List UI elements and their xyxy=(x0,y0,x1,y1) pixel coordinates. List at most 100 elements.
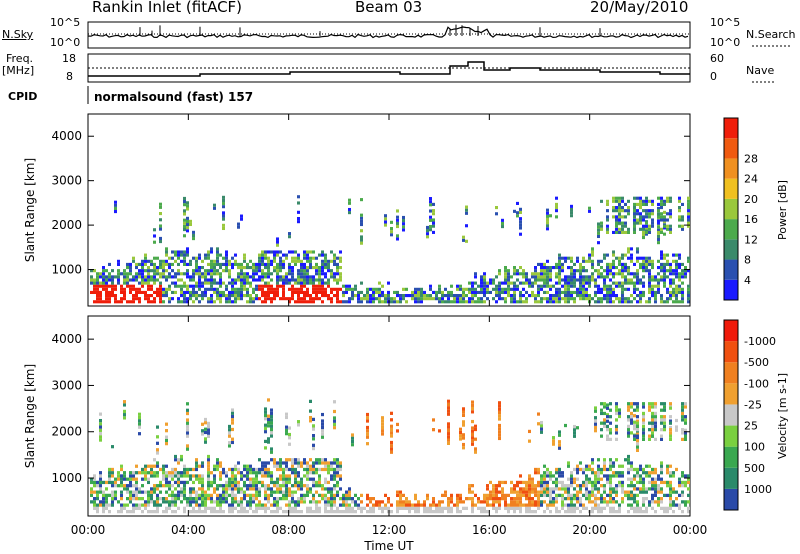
power-cell xyxy=(225,256,228,260)
power-cell xyxy=(330,287,333,291)
power-cell xyxy=(360,213,363,217)
velocity-cell xyxy=(276,467,279,472)
power-cell xyxy=(144,269,147,273)
power-cell xyxy=(390,233,393,237)
velocity-cell xyxy=(279,464,282,468)
velocity-cell xyxy=(642,402,645,406)
velocity-cell xyxy=(612,461,615,465)
velocity-cell xyxy=(336,474,339,478)
power-cell xyxy=(549,214,552,218)
velocity-cell xyxy=(183,471,186,475)
velocity-cell xyxy=(345,497,348,501)
power-cell xyxy=(273,253,276,257)
velocity-cell xyxy=(219,484,222,488)
velocity-cell xyxy=(219,471,222,475)
velocity-cell xyxy=(282,509,285,514)
velocity-cell xyxy=(123,474,126,478)
velocity-cell xyxy=(195,467,198,472)
power-cell xyxy=(264,294,267,298)
power-cell xyxy=(312,256,315,260)
velocity-cell xyxy=(597,503,600,507)
velocity-cell xyxy=(456,503,459,507)
velocity-cell xyxy=(285,503,288,507)
power-cell xyxy=(186,204,189,208)
power-cell xyxy=(474,290,477,294)
velocity-colorbar-swatch xyxy=(724,383,738,405)
power-cell xyxy=(237,272,240,276)
power-cell xyxy=(360,229,363,233)
velocity-cell xyxy=(627,484,630,488)
velocity-cell xyxy=(315,490,318,494)
power-cell xyxy=(393,290,396,294)
velocity-cell xyxy=(204,437,207,441)
power-cell xyxy=(198,294,201,298)
velocity-cell xyxy=(579,500,582,504)
velocity-cell xyxy=(282,467,285,472)
velocity-cell xyxy=(429,509,432,514)
power-cell xyxy=(573,275,576,279)
power-cell xyxy=(111,290,114,294)
power-cell xyxy=(219,297,222,301)
velocity-cell xyxy=(654,477,657,481)
power-cell xyxy=(681,272,684,276)
power-cell xyxy=(213,287,216,291)
velocity-cell xyxy=(156,451,159,455)
power-cell xyxy=(324,272,327,276)
power-cell xyxy=(420,300,423,304)
power-cell xyxy=(639,290,642,294)
velocity-cell xyxy=(390,440,393,445)
velocity-cell xyxy=(258,487,261,491)
power-cell xyxy=(459,294,462,298)
velocity-cell xyxy=(171,490,174,494)
velocity-cell xyxy=(657,497,660,501)
power-cell xyxy=(345,290,348,294)
power-cell xyxy=(102,275,105,279)
power-cell xyxy=(243,281,246,285)
velocity-cell xyxy=(519,490,522,494)
power-cell xyxy=(114,275,117,279)
velocity-cell xyxy=(618,474,621,478)
velocity-cell xyxy=(171,467,174,472)
velocity-cell xyxy=(243,506,246,510)
power-cell xyxy=(180,250,183,254)
velocity-cell xyxy=(165,422,168,426)
power-cell xyxy=(129,300,132,304)
power-cell xyxy=(543,269,546,273)
velocity-colorbar-swatch xyxy=(724,404,738,426)
power-cell xyxy=(180,294,183,298)
power-cell xyxy=(639,300,642,304)
velocity-cell xyxy=(585,506,588,510)
velocity-cell xyxy=(207,428,210,432)
velocity-cell xyxy=(585,464,588,468)
power-cell xyxy=(666,224,669,228)
power-cell xyxy=(282,294,285,298)
velocity-cell xyxy=(384,493,387,498)
velocity-cell xyxy=(633,484,636,488)
power-cell xyxy=(414,300,417,304)
velocity-cell xyxy=(297,480,300,485)
velocity-cell xyxy=(654,415,657,419)
power-cell xyxy=(585,278,588,282)
power-cell xyxy=(639,206,642,210)
velocity-cell xyxy=(609,437,612,441)
power-cell xyxy=(645,212,648,216)
power-cell xyxy=(183,199,186,204)
power-cell xyxy=(234,290,237,294)
power-cell xyxy=(180,253,183,257)
power-cell xyxy=(213,262,216,266)
power-cell xyxy=(495,290,498,294)
power-cell xyxy=(174,259,177,263)
velocity-cell xyxy=(642,434,645,438)
velocity-cell xyxy=(225,497,228,501)
power-cell xyxy=(672,281,675,285)
power-cell xyxy=(678,278,681,282)
power-cell xyxy=(276,294,279,298)
power-cell xyxy=(654,284,657,288)
power-cell xyxy=(165,294,168,298)
velocity-cell xyxy=(231,484,234,488)
power-cell xyxy=(123,294,126,298)
velocity-cell xyxy=(177,474,180,478)
power-cell xyxy=(507,275,510,279)
power-cell xyxy=(447,294,450,298)
power-cell xyxy=(144,259,147,263)
